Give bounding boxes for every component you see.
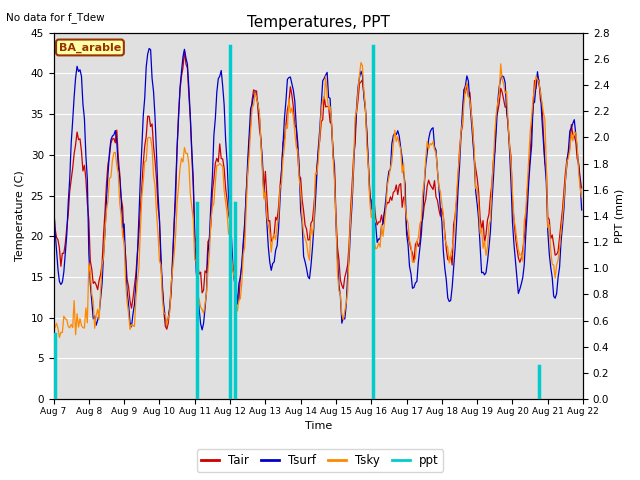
Tsurf: [50, 198, 58, 204]
Tsky: [226, 223, 234, 229]
Tsurf: [210, 132, 218, 138]
Tair: [210, 176, 218, 182]
Tsky: [116, 201, 124, 206]
Tsurf: [578, 207, 586, 213]
Tsurf: [115, 163, 122, 169]
Tsurf: [145, 46, 153, 51]
Tair: [180, 48, 188, 54]
Y-axis label: Temperature (C): Temperature (C): [15, 170, 25, 261]
Tair: [50, 203, 58, 208]
X-axis label: Time: Time: [305, 421, 332, 432]
Tsky: [357, 60, 365, 65]
Tsurf: [284, 76, 291, 82]
Line: Tair: Tair: [54, 51, 582, 329]
Tair: [551, 252, 559, 258]
Tsurf: [198, 327, 206, 333]
Text: No data for f_Tdew: No data for f_Tdew: [6, 12, 105, 23]
Tair: [578, 185, 586, 191]
Tsurf: [237, 275, 244, 280]
Tsky: [50, 323, 58, 329]
Line: Tsky: Tsky: [54, 62, 582, 337]
Legend: Tair, Tsurf, Tsky, ppt: Tair, Tsurf, Tsky, ppt: [196, 449, 444, 472]
Tair: [237, 274, 244, 279]
Tsky: [551, 275, 559, 281]
Tsky: [235, 298, 243, 303]
Tair: [284, 107, 291, 112]
Tsurf: [228, 235, 236, 241]
Y-axis label: PPT (mm): PPT (mm): [615, 189, 625, 243]
Tsurf: [551, 295, 559, 301]
Tsky: [209, 204, 216, 210]
Tsky: [282, 123, 290, 129]
Tsky: [578, 194, 586, 200]
Tsky: [56, 335, 63, 340]
Text: BA_arable: BA_arable: [59, 42, 121, 53]
Line: Tsurf: Tsurf: [54, 48, 582, 330]
Tair: [163, 326, 171, 332]
Title: Temperatures, PPT: Temperatures, PPT: [247, 15, 390, 30]
Tair: [115, 154, 122, 160]
Tair: [228, 252, 236, 258]
